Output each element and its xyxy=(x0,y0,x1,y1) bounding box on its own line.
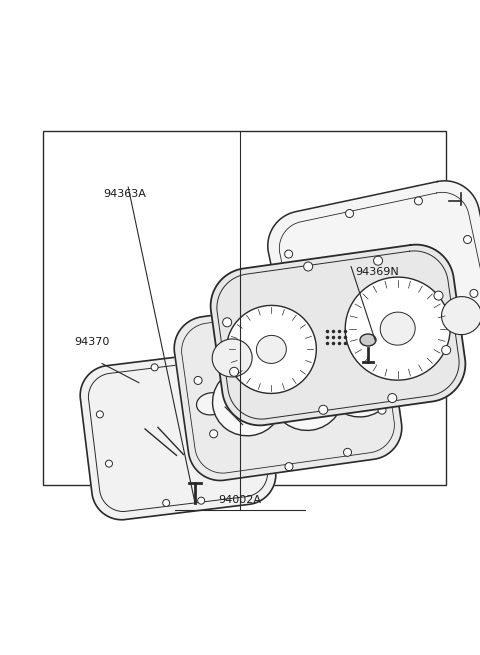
Ellipse shape xyxy=(229,367,239,377)
Ellipse shape xyxy=(212,339,252,377)
Ellipse shape xyxy=(388,394,397,403)
Ellipse shape xyxy=(344,448,351,457)
Ellipse shape xyxy=(380,312,415,345)
Ellipse shape xyxy=(360,334,376,346)
Ellipse shape xyxy=(151,364,158,371)
Ellipse shape xyxy=(325,349,395,417)
Ellipse shape xyxy=(373,256,383,265)
Ellipse shape xyxy=(248,453,254,460)
Ellipse shape xyxy=(319,405,328,414)
Ellipse shape xyxy=(180,358,188,365)
Ellipse shape xyxy=(294,303,302,310)
Bar xyxy=(43,131,446,485)
Ellipse shape xyxy=(329,309,337,317)
Ellipse shape xyxy=(96,411,103,418)
Ellipse shape xyxy=(194,377,202,384)
Ellipse shape xyxy=(198,497,204,504)
Ellipse shape xyxy=(464,236,471,244)
Ellipse shape xyxy=(106,460,112,467)
Ellipse shape xyxy=(285,462,293,471)
Ellipse shape xyxy=(346,210,354,217)
Ellipse shape xyxy=(271,360,343,430)
Ellipse shape xyxy=(196,393,227,415)
Ellipse shape xyxy=(442,297,480,335)
Text: 94363A: 94363A xyxy=(103,189,146,199)
Ellipse shape xyxy=(420,320,428,328)
Ellipse shape xyxy=(345,277,450,380)
Ellipse shape xyxy=(213,367,283,436)
Ellipse shape xyxy=(285,250,293,258)
Polygon shape xyxy=(211,244,466,425)
Ellipse shape xyxy=(414,197,422,205)
Ellipse shape xyxy=(210,430,217,438)
Ellipse shape xyxy=(227,305,316,394)
Ellipse shape xyxy=(442,346,451,354)
Polygon shape xyxy=(268,181,480,359)
Text: 94002A: 94002A xyxy=(218,495,262,504)
Text: 94369N: 94369N xyxy=(355,267,399,277)
Ellipse shape xyxy=(265,308,273,316)
Polygon shape xyxy=(80,350,276,520)
Polygon shape xyxy=(174,295,402,481)
Text: 94370: 94370 xyxy=(74,337,110,347)
Ellipse shape xyxy=(361,333,370,341)
Ellipse shape xyxy=(256,335,287,364)
Ellipse shape xyxy=(238,388,245,396)
Ellipse shape xyxy=(223,318,232,327)
Ellipse shape xyxy=(470,290,478,297)
Ellipse shape xyxy=(163,500,170,506)
Ellipse shape xyxy=(304,262,312,271)
Ellipse shape xyxy=(378,406,386,414)
Ellipse shape xyxy=(371,352,378,360)
Ellipse shape xyxy=(434,291,443,300)
